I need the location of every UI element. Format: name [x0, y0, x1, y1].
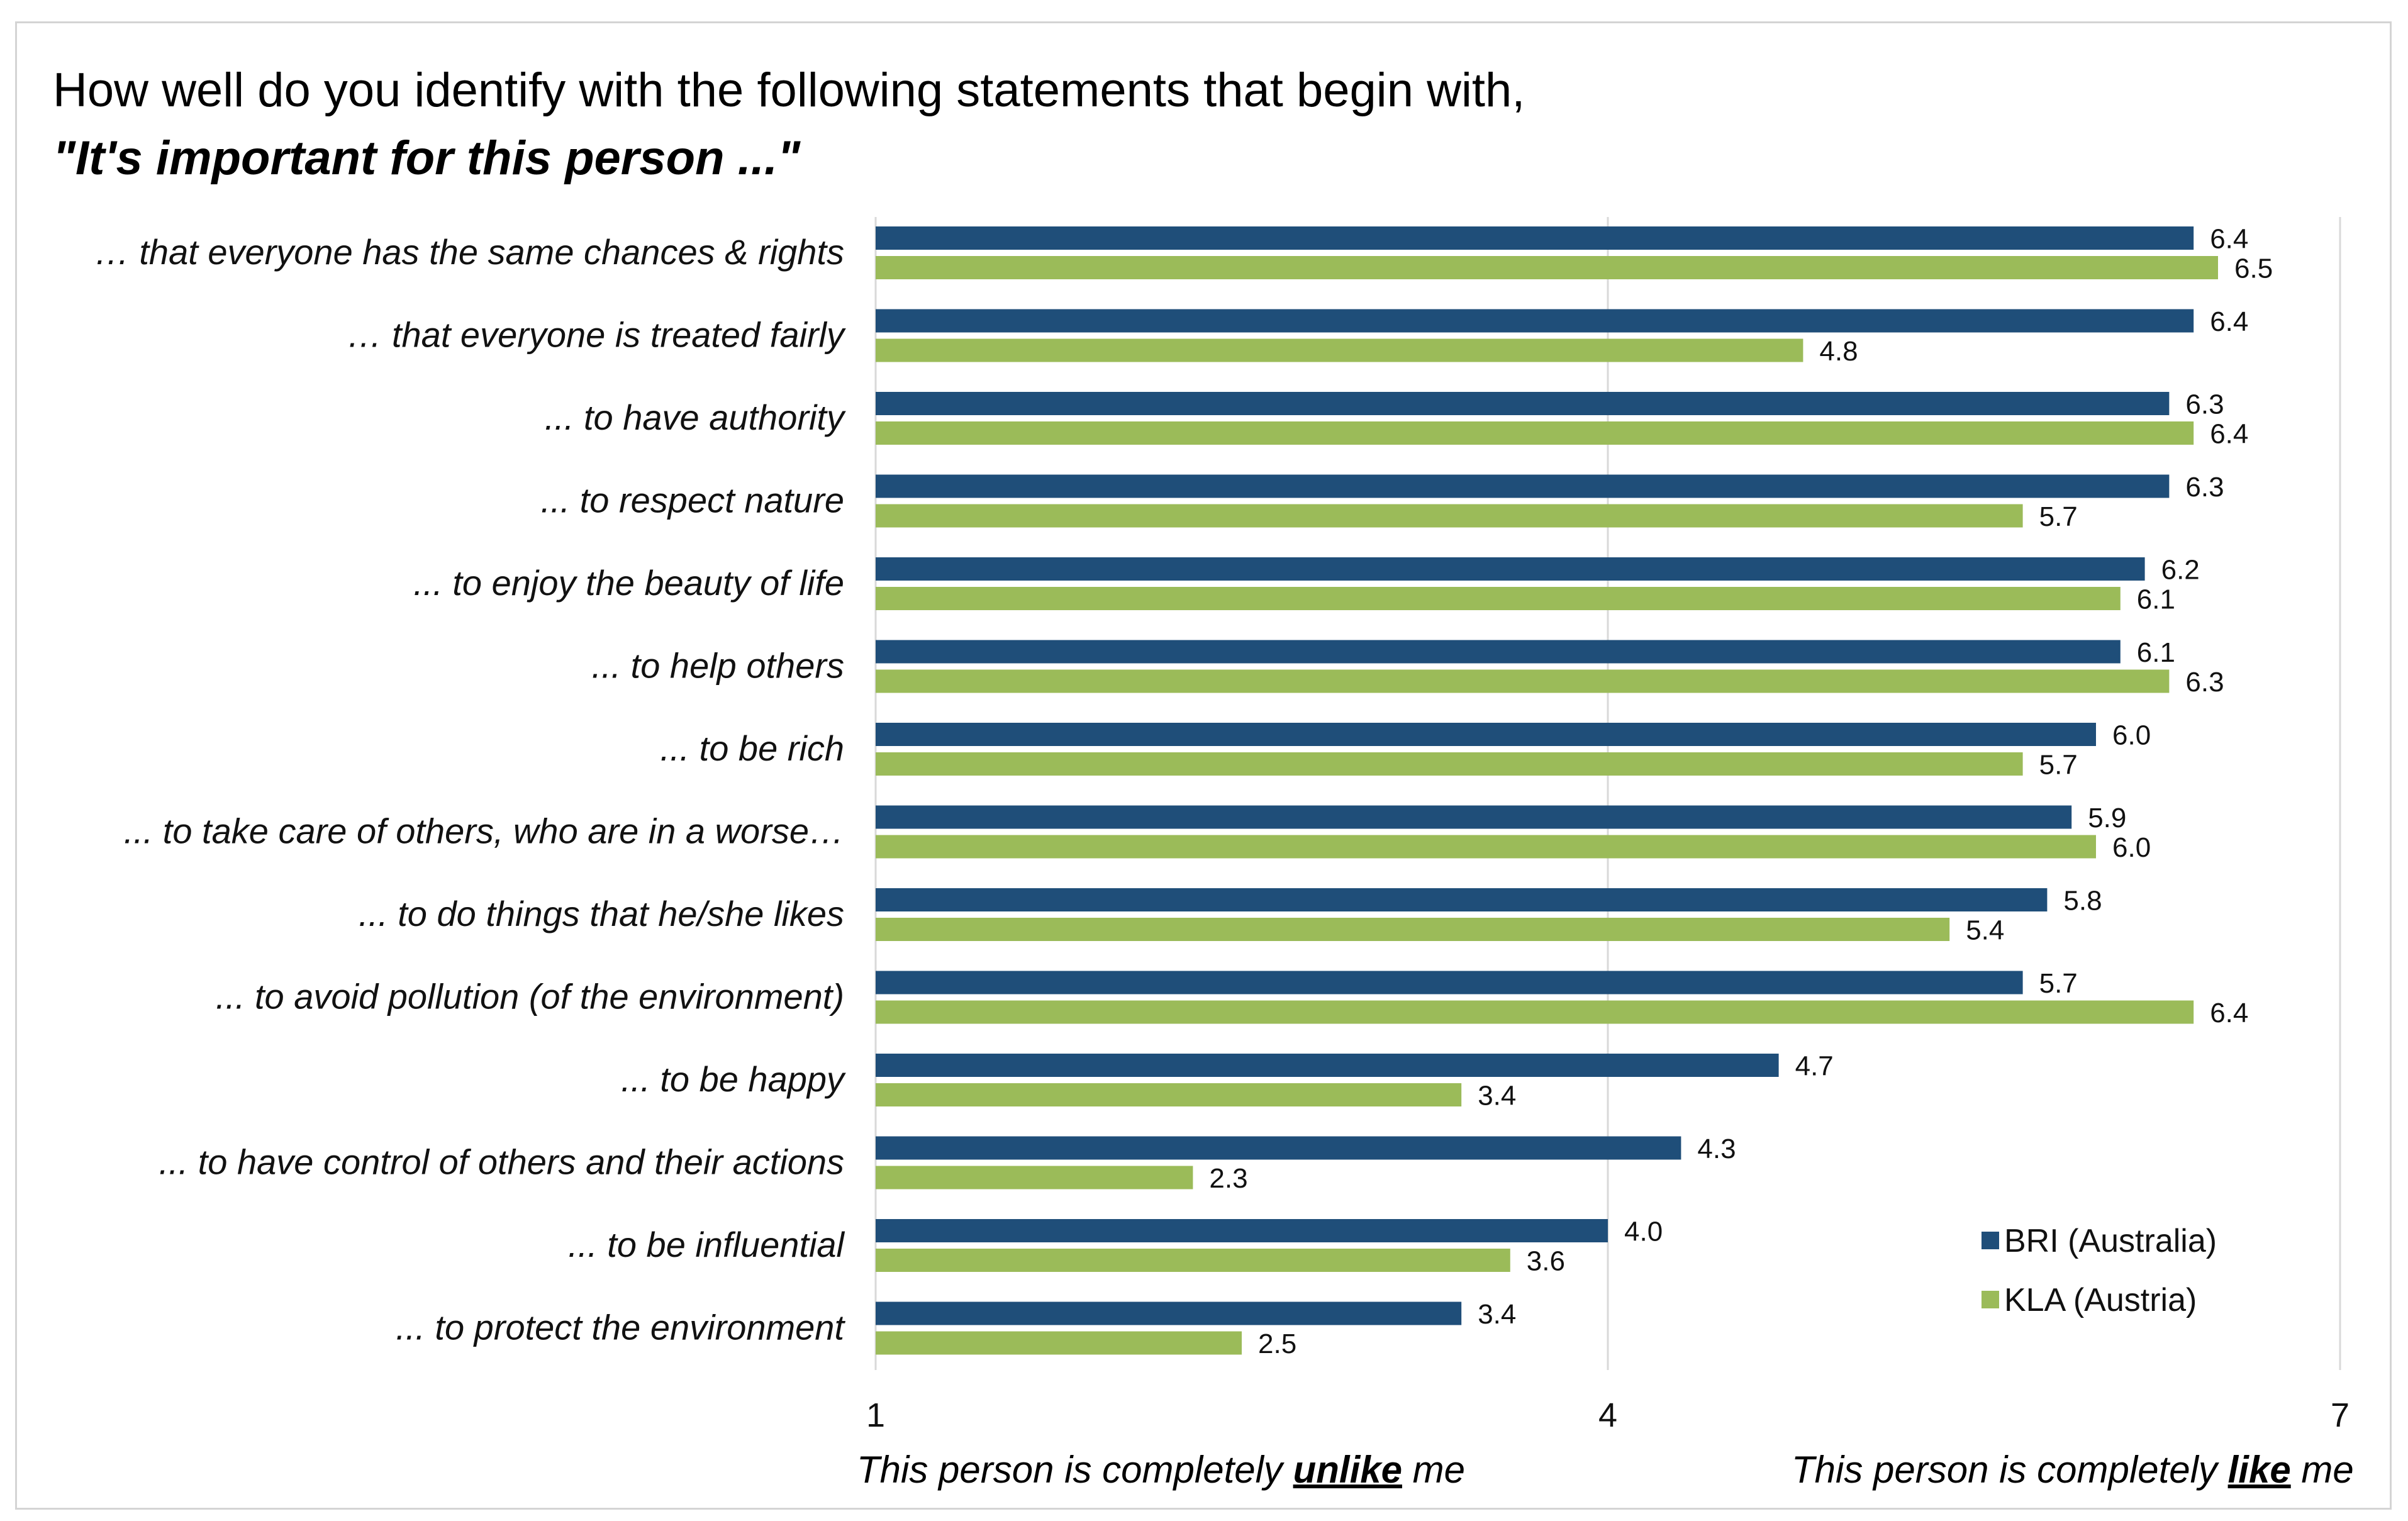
x-axis-caption-right-post: me — [2290, 1449, 2354, 1491]
data-label-kla: 5.7 — [2039, 501, 2078, 532]
bar-kla — [876, 1249, 1510, 1272]
bar-kla — [876, 1000, 2194, 1024]
x-tick-label-1: 1 — [866, 1396, 885, 1434]
bar-kla — [876, 918, 1950, 941]
bar-bri — [876, 226, 2194, 250]
data-label-kla: 6.0 — [2112, 832, 2151, 863]
data-label-bri: 6.3 — [2185, 472, 2224, 503]
data-label-kla: 6.1 — [2137, 584, 2175, 615]
data-label-bri: 4.0 — [1624, 1217, 1663, 1247]
data-label-kla: 5.7 — [2039, 750, 2078, 781]
data-label-bri: 6.4 — [2210, 306, 2248, 337]
x-axis-caption-left-post: me — [1402, 1449, 1466, 1491]
data-label-bri: 6.4 — [2210, 224, 2248, 255]
x-axis-caption-right-emphasis: like — [2227, 1449, 2291, 1491]
data-label-kla: 2.3 — [1209, 1163, 1247, 1194]
x-axis-caption-right: This person is completely like me — [1792, 1448, 2354, 1491]
bar-kla — [876, 752, 2023, 776]
bar-kla — [876, 835, 2096, 859]
bar-bri — [876, 557, 2145, 581]
bar-bri — [876, 805, 2072, 829]
bar-bri — [876, 474, 2170, 498]
x-axis-caption-left-pre: This person is completely — [857, 1449, 1293, 1491]
bar-bri — [876, 1054, 1779, 1077]
bar-bri — [876, 971, 2023, 994]
data-label-bri: 4.7 — [1795, 1051, 1834, 1082]
category-label: ... to do things that he/she likes — [359, 894, 844, 933]
category-label: ... to have control of others and their … — [159, 1142, 844, 1182]
x-axis-caption-right-pre: This person is completely — [1792, 1449, 2228, 1491]
bar-bri — [876, 1301, 1462, 1325]
data-label-kla: 6.3 — [2185, 667, 2224, 698]
legend-swatch-bri — [1982, 1232, 1999, 1249]
category-label: ... to take care of others, who are in a… — [124, 811, 844, 851]
data-label-kla: 3.4 — [1478, 1081, 1516, 1112]
data-label-kla: 5.4 — [1966, 915, 2004, 946]
category-label: ... to be happy — [621, 1059, 846, 1099]
data-label-bri: 6.0 — [2112, 720, 2151, 751]
data-label-bri: 4.3 — [1697, 1134, 1736, 1164]
bar-kla — [876, 1166, 1193, 1190]
data-label-bri: 6.1 — [2137, 637, 2175, 668]
bar-kla — [876, 587, 2121, 610]
legend-label-kla: KLA (Austria) — [2004, 1282, 2197, 1318]
data-label-kla: 6.5 — [2234, 254, 2273, 284]
category-label: ... to help others — [591, 646, 844, 686]
data-label-bri: 5.7 — [2039, 968, 2078, 999]
data-label-bri: 5.8 — [2063, 886, 2102, 916]
data-label-kla: 4.8 — [1819, 336, 1858, 367]
category-label: ... to protect the environment — [396, 1308, 845, 1347]
data-label-bri: 3.4 — [1478, 1299, 1516, 1330]
bar-kla — [876, 256, 2218, 279]
category-label: ... to avoid pollution (of the environme… — [216, 977, 844, 1017]
bar-kla — [876, 338, 1803, 362]
chart-frame — [15, 21, 2392, 1510]
category-label: … that everyone has the same chances & r… — [94, 232, 844, 272]
bar-bri — [876, 1136, 1681, 1160]
category-label: ... to enjoy the beauty of life — [413, 563, 844, 603]
bar-bri — [876, 723, 2096, 746]
bar-bri — [876, 309, 2194, 333]
bar-kla — [876, 1083, 1462, 1106]
bar-kla — [876, 504, 2023, 528]
bar-kla — [876, 669, 2170, 693]
category-label: … that everyone is treated fairly — [347, 315, 846, 355]
x-axis-caption-left: This person is completely unlike me — [857, 1448, 1465, 1491]
x-axis-caption-left-emphasis: unlike — [1293, 1449, 1402, 1491]
data-label-kla: 2.5 — [1258, 1329, 1296, 1359]
category-label: ... to respect nature — [541, 481, 844, 520]
data-label-kla: 6.4 — [2210, 419, 2248, 450]
data-label-kla: 6.4 — [2210, 998, 2248, 1028]
data-label-kla: 3.6 — [1527, 1246, 1565, 1277]
bar-kla — [876, 1331, 1242, 1355]
data-label-bri: 5.9 — [2088, 803, 2126, 833]
legend-label-bri: BRI (Australia) — [2004, 1223, 2217, 1259]
category-label: ... to be influential — [568, 1225, 845, 1264]
x-tick-label-7: 7 — [2331, 1396, 2349, 1434]
bar-bri — [876, 1219, 1608, 1242]
chart-title: How well do you identify with the follow… — [53, 64, 1525, 117]
data-label-bri: 6.2 — [2161, 555, 2200, 586]
chart-subtitle: "It's important for this person ..." — [53, 131, 800, 185]
category-label: ... to have authority — [545, 398, 846, 437]
category-label: ... to be rich — [660, 728, 844, 768]
data-label-bri: 6.3 — [2185, 389, 2224, 420]
bar-bri — [876, 640, 2121, 664]
bar-bri — [876, 888, 2048, 911]
x-tick-label-4: 4 — [1598, 1396, 1617, 1434]
legend-swatch-kla — [1982, 1291, 1999, 1308]
bar-bri — [876, 392, 2170, 415]
bar-kla — [876, 421, 2194, 445]
